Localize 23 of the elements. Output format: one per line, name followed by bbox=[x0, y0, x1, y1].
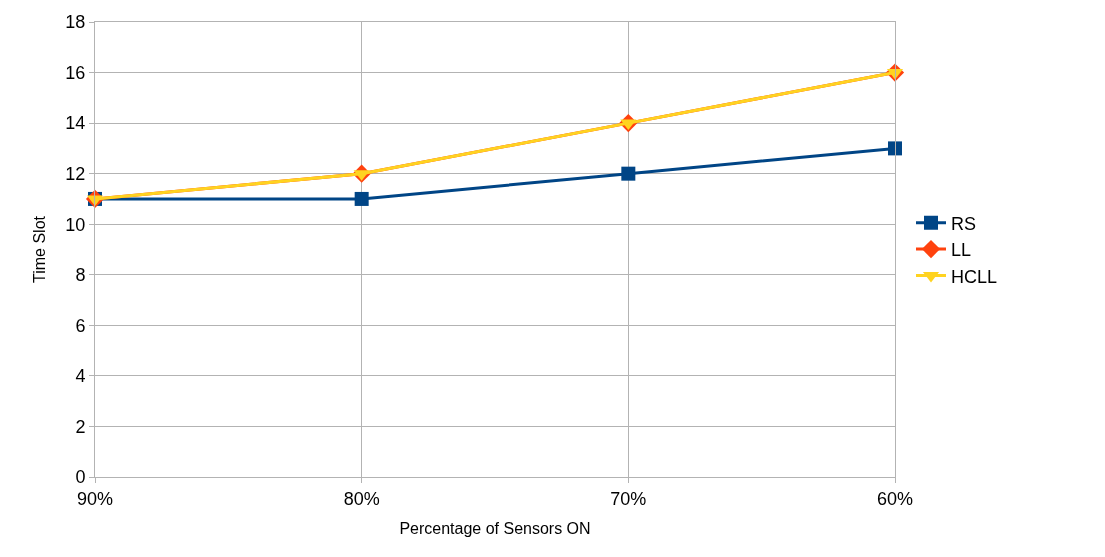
y-tick-label: 10 bbox=[65, 214, 86, 235]
x-axis-title: Percentage of Sensors ON bbox=[399, 520, 591, 538]
point bbox=[620, 119, 637, 131]
y-tick-label: 14 bbox=[65, 113, 86, 134]
point bbox=[888, 141, 902, 156]
y-tick-label: 12 bbox=[65, 163, 86, 184]
y-tick-label: 2 bbox=[75, 416, 86, 437]
x-tick-label: 60% bbox=[876, 488, 914, 509]
point bbox=[354, 191, 369, 206]
x-tick-label: 90% bbox=[76, 488, 114, 509]
point bbox=[621, 166, 636, 181]
legend-label: LL bbox=[951, 240, 972, 261]
x-tick-label: 70% bbox=[610, 488, 647, 509]
y-tick-label: 18 bbox=[65, 12, 86, 33]
x-tick-label: 80% bbox=[343, 488, 380, 509]
y-tick-label: 6 bbox=[75, 315, 86, 336]
y-tick-label: 4 bbox=[75, 366, 86, 387]
y-tick-label: 8 bbox=[75, 265, 86, 286]
y-axis-title: Time Slot bbox=[31, 215, 49, 283]
legend-label: HCLL bbox=[951, 266, 998, 287]
y-tick-label: 0 bbox=[75, 467, 86, 488]
legend-label: RS bbox=[951, 213, 977, 234]
y-tick-label: 16 bbox=[65, 62, 86, 83]
